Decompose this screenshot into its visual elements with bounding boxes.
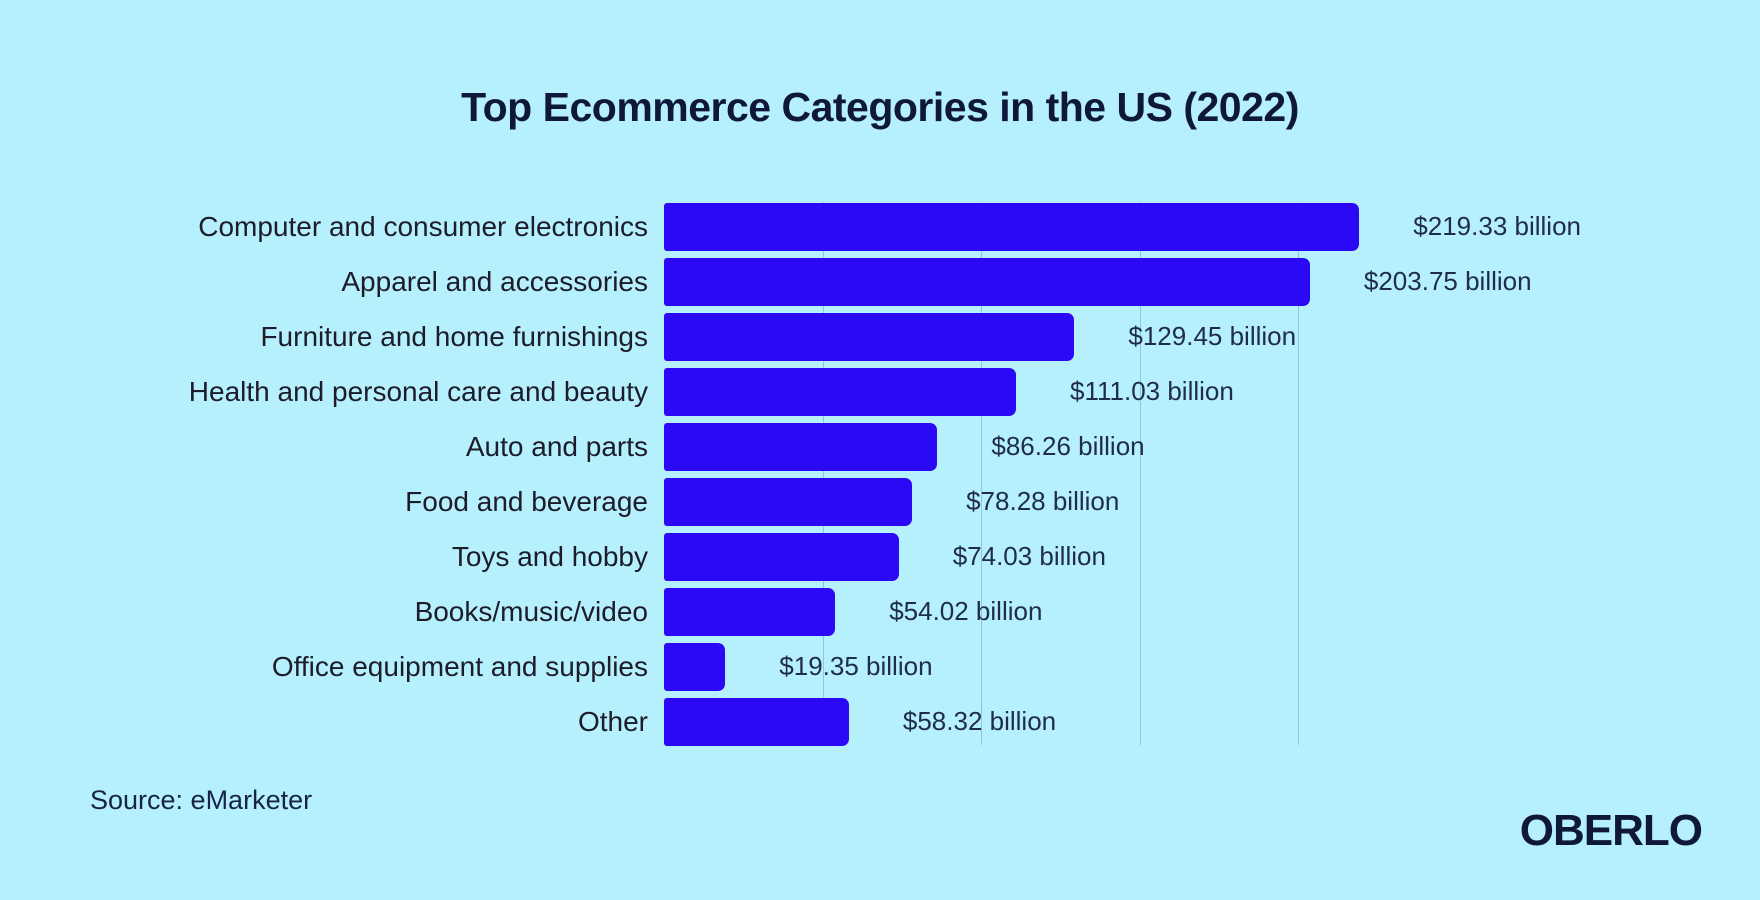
plot-cell: $203.75 billion xyxy=(664,257,1760,306)
gridline xyxy=(1298,202,1299,745)
value-label: $78.28 billion xyxy=(966,486,1120,516)
chart-row: Computer and consumer electronics $219.33… xyxy=(0,199,1760,254)
value-label: $203.75 billion xyxy=(1363,266,1532,296)
plot-cell: $58.32 billion xyxy=(664,697,1760,746)
chart-row: Office equipment and supplies $19.35 bill… xyxy=(0,639,1760,694)
chart-row: Auto and parts $86.26 billion xyxy=(0,419,1760,474)
value-label: $111.03 billion xyxy=(1070,376,1234,406)
chart-title: Top Ecommerce Categories in the US (2022… xyxy=(461,84,1299,130)
bar xyxy=(664,697,849,746)
bar xyxy=(664,367,1016,416)
plot-cell: $111.03 billion xyxy=(664,367,1760,416)
value-label: $58.32 billion xyxy=(902,706,1057,736)
category-label: Toys and hobby xyxy=(451,540,648,572)
gridline xyxy=(981,202,982,745)
category-label: Books/music/video xyxy=(414,595,648,627)
plot-cell: $78.28 billion xyxy=(664,477,1760,526)
gridline xyxy=(1139,202,1141,745)
bar xyxy=(664,587,836,636)
category-label: Food and beverage xyxy=(405,485,648,517)
plot-cell: $129.45 billion xyxy=(664,312,1760,361)
gridline xyxy=(822,202,824,745)
bar xyxy=(664,422,938,471)
chart-row: Other $58.32 billion xyxy=(0,694,1760,749)
category-label: Other xyxy=(577,705,648,737)
value-label: $129.45 billion xyxy=(1128,321,1297,351)
plot-cell: $86.26 billion xyxy=(664,422,1760,471)
chart-row: Food and beverage $78.28 billion xyxy=(0,474,1760,529)
plot-cell: $19.35 billion xyxy=(664,642,1760,691)
source-label: Source: eMarketer xyxy=(90,785,313,815)
chart-row: Furniture and home furnishings $129.45 bi… xyxy=(0,309,1760,364)
bar xyxy=(664,312,1075,361)
category-label: Furniture and home furnishings xyxy=(260,320,648,352)
value-label: $86.26 billion xyxy=(991,431,1145,461)
plot-cell: $54.02 billion xyxy=(664,587,1760,636)
category-label: Computer and consumer electronics xyxy=(198,210,648,242)
bar xyxy=(664,477,913,526)
bar xyxy=(664,532,899,581)
bar xyxy=(664,257,1310,306)
value-label: $54.02 billion xyxy=(889,596,1043,626)
oberlo-logo: OBERLO xyxy=(1519,806,1703,855)
category-label: Health and personal care and beauty xyxy=(188,375,648,407)
category-label: Office equipment and supplies xyxy=(271,650,648,682)
gridline-layer xyxy=(664,202,1364,745)
category-label: Auto and parts xyxy=(465,430,648,462)
chart-rows: Computer and consumer electronics $219.33… xyxy=(0,199,1760,749)
value-label: $19.35 billion xyxy=(779,651,933,681)
chart-row: Books/music/video $54.02 billion xyxy=(0,584,1760,639)
bar xyxy=(664,642,726,691)
value-label: $219.33 billion xyxy=(1413,211,1581,241)
value-label: $74.03 billion xyxy=(952,541,1106,571)
bar xyxy=(664,202,1360,251)
chart-row: Apparel and accessories $203.75 billion xyxy=(0,254,1760,309)
category-label: Apparel and accessories xyxy=(341,265,648,297)
chart-row: Health and personal care and beauty $111.… xyxy=(0,364,1760,419)
bar-chart: Computer and consumer electronics $219.33… xyxy=(0,199,1760,749)
plot-cell: $74.03 billion xyxy=(664,532,1760,581)
plot-cell: $219.33 billion xyxy=(664,202,1760,251)
chart-row: Toys and hobby $74.03 billion xyxy=(0,529,1760,584)
